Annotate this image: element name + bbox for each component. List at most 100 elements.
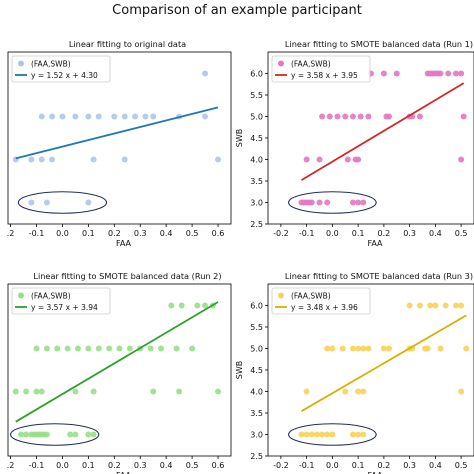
- data-point: [349, 345, 356, 352]
- data-point: [406, 302, 413, 309]
- data-point: [28, 156, 35, 163]
- data-point: [355, 199, 362, 206]
- data-point: [23, 388, 30, 395]
- panel-title: Linear fitting to SMOTE balanced data (R…: [33, 271, 221, 281]
- fit-line: [301, 82, 465, 181]
- data-point: [355, 156, 362, 163]
- y-tick-label: 5.5: [250, 91, 263, 100]
- data-point: [349, 199, 356, 206]
- data-point: [12, 388, 19, 395]
- data-point: [393, 70, 400, 77]
- x-tick-label: 0.0: [326, 229, 339, 238]
- data-layer: [288, 302, 470, 446]
- x-tick-label: .2: [7, 229, 15, 238]
- y-tick-label: 4.5: [250, 134, 263, 143]
- x-tick-label: 0.3: [134, 461, 147, 470]
- legend-point-marker: [18, 292, 24, 299]
- data-layer: [12, 70, 222, 214]
- data-point: [23, 431, 30, 438]
- y-tick-label: 4.5: [250, 366, 263, 375]
- data-point: [355, 388, 362, 395]
- data-point: [386, 345, 393, 352]
- data-point: [380, 345, 387, 352]
- data-point: [303, 156, 310, 163]
- x-tick-label: 0.5: [186, 461, 199, 470]
- legend-box: [271, 287, 371, 315]
- x-tick-label: 0.3: [134, 229, 147, 238]
- panel-smote-run-1: Linear fitting to SMOTE balanced data (R…: [235, 39, 474, 248]
- y-tick-label: 5.0: [250, 113, 263, 122]
- y-tick-label: 3.5: [250, 409, 263, 418]
- y-tick-label: 6.0: [250, 70, 263, 79]
- legend-point-marker: [278, 292, 284, 299]
- data-point: [126, 345, 133, 352]
- y-tick-label: 4.0: [250, 388, 263, 397]
- data-point: [365, 113, 372, 120]
- panel-title: Linear fitting to SMOTE balanced data (R…: [285, 271, 473, 281]
- data-point: [202, 113, 209, 120]
- x-tick-label: 0.6: [212, 461, 225, 470]
- panel-smote-run-3: Linear fitting to SMOTE balanced data (R…: [235, 271, 474, 474]
- data-point: [342, 113, 349, 120]
- data-point: [360, 388, 367, 395]
- x-tick-label: 0.0: [326, 461, 339, 470]
- x-tick-label: -0.2: [273, 229, 289, 238]
- data-point: [168, 302, 175, 309]
- x-axis-label: FAA: [116, 239, 132, 248]
- data-point: [28, 199, 35, 206]
- data-point: [416, 113, 423, 120]
- data-point: [121, 156, 128, 163]
- data-point: [157, 345, 164, 352]
- x-tick-label: 0.1: [352, 461, 365, 470]
- x-tick-label: 0.0: [56, 461, 69, 470]
- data-point: [17, 431, 24, 438]
- data-point: [90, 388, 97, 395]
- fit-line: [15, 106, 219, 160]
- data-point: [424, 345, 431, 352]
- fit-line: [15, 301, 219, 423]
- data-point: [334, 113, 341, 120]
- data-point: [316, 156, 323, 163]
- data-point: [85, 113, 92, 120]
- data-point: [194, 302, 201, 309]
- data-point: [386, 113, 393, 120]
- x-tick-label: -0.1: [299, 461, 315, 470]
- data-point: [85, 199, 92, 206]
- panel-title: Linear fitting to original data: [69, 39, 186, 49]
- data-point: [59, 113, 66, 120]
- data-point: [445, 70, 452, 77]
- x-tick-label: .2: [7, 461, 15, 470]
- x-tick-label: 0.2: [108, 229, 121, 238]
- data-point: [460, 113, 467, 120]
- data-point: [189, 345, 196, 352]
- data-point: [176, 388, 183, 395]
- panel-original-data: Linear fitting to original data .2 -0.1 0.0…: [7, 39, 232, 248]
- data-point: [215, 156, 222, 163]
- data-point: [303, 431, 310, 438]
- x-tick-label: -0.1: [29, 229, 45, 238]
- x-tick-label: 0.1: [82, 229, 95, 238]
- legend-point-marker: [278, 60, 284, 67]
- data-point: [147, 345, 154, 352]
- data-point: [38, 156, 45, 163]
- data-point: [452, 70, 459, 77]
- data-point: [132, 113, 139, 120]
- y-axis-label: SWB: [235, 129, 244, 147]
- legend-point-marker: [18, 60, 24, 67]
- data-point: [67, 431, 74, 438]
- data-point: [43, 199, 50, 206]
- x-tick-label: 0.4: [160, 229, 173, 238]
- data-point: [458, 70, 465, 77]
- data-point: [116, 345, 123, 352]
- data-point: [308, 199, 315, 206]
- x-tick-label: 0.3: [403, 229, 416, 238]
- data-point: [33, 345, 40, 352]
- y-tick-label: 2.5: [250, 220, 263, 229]
- data-point: [49, 113, 56, 120]
- legend-line-label: y = 3.48 x + 3.96: [291, 303, 358, 312]
- x-axis-label: FAA: [367, 239, 383, 248]
- data-point: [329, 345, 336, 352]
- data-point: [349, 431, 356, 438]
- axes-frame: [7, 51, 232, 225]
